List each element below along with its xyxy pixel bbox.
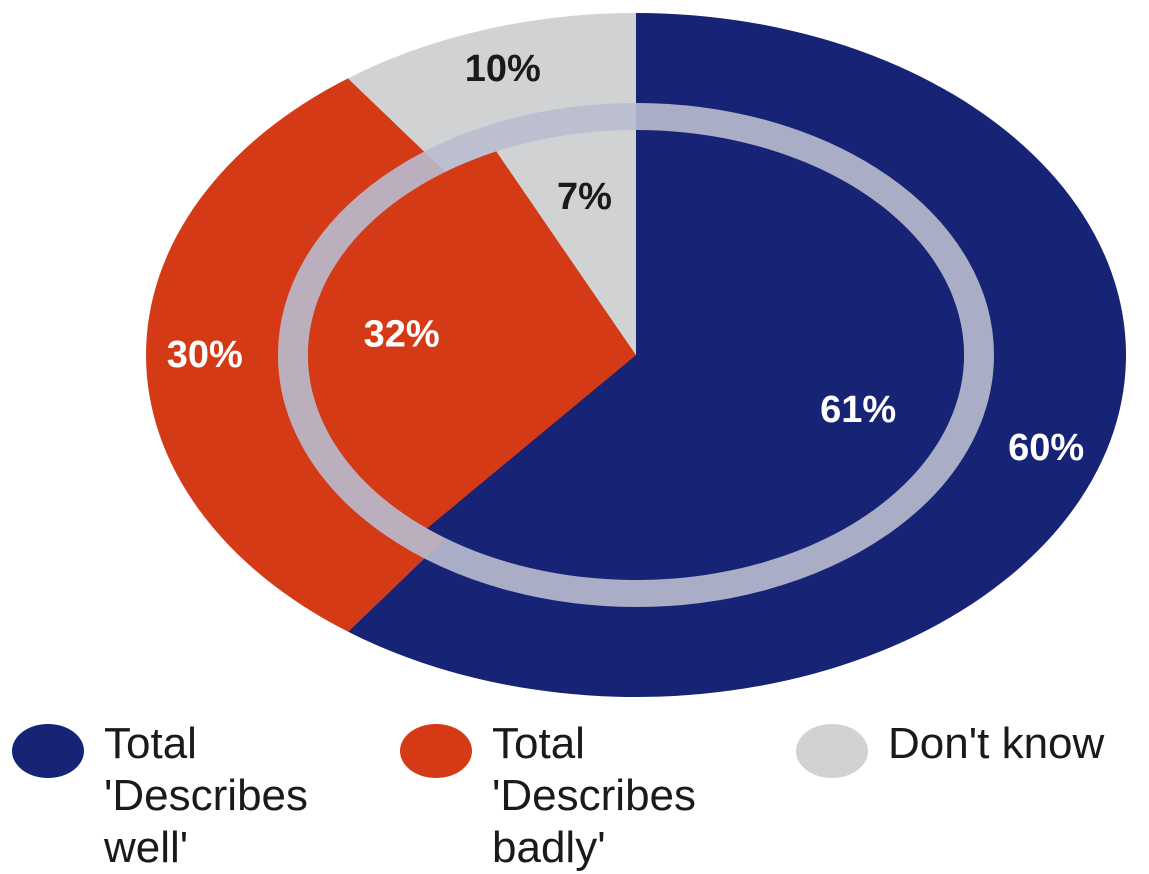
legend-swatch-badly [400, 724, 472, 778]
outer-label-well: 60% [1008, 427, 1084, 469]
outer-label-dontknow: 10% [465, 48, 541, 90]
inner-ring [307, 130, 964, 580]
inner-label-well: 61% [820, 389, 896, 431]
legend: Total 'Describes well' Total 'Describes … [0, 718, 1149, 874]
legend-label-describes-badly: Total 'Describes badly' [492, 719, 697, 872]
inner-slice-dontknow [496, 130, 636, 355]
inner-slice-badly [307, 151, 636, 529]
inner-label-dontknow: 7% [557, 176, 612, 218]
legend-item-describes-badly: Total 'Describes badly' [400, 718, 696, 874]
legend-item-dont-know: Don't know [796, 718, 1104, 778]
legend-label-describes-well: Total 'Describes well' [104, 719, 309, 872]
ring-divider [278, 103, 994, 607]
data-labels: 60% 30% 10% 61% 32% 7% [167, 48, 1084, 469]
outer-label-badly: 30% [167, 334, 243, 376]
legend-swatch-dont-know [796, 724, 868, 778]
legend-label-dont-know: Don't know [888, 719, 1105, 768]
legend-item-describes-well: Total 'Describes well' [12, 718, 308, 874]
legend-swatch-well [12, 724, 84, 778]
inner-label-badly: 32% [364, 314, 440, 356]
inner-slice-well [426, 130, 964, 580]
